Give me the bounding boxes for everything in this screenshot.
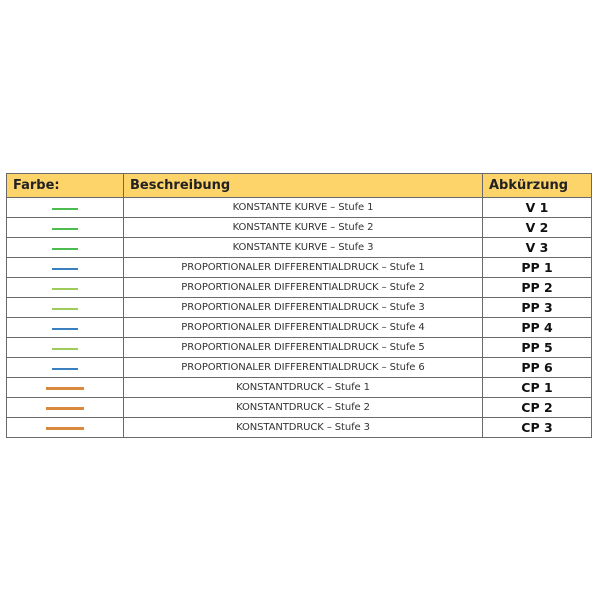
color-line-swatch [46, 407, 84, 410]
table-row: PROPORTIONALER DIFFERENTIALDRUCK – Stufe… [6, 357, 592, 378]
color-line-swatch [52, 247, 78, 250]
table-row: PROPORTIONALER DIFFERENTIALDRUCK – Stufe… [6, 277, 592, 298]
description-cell: PROPORTIONALER DIFFERENTIALDRUCK – Stufe… [123, 317, 483, 338]
color-cell [6, 317, 124, 338]
description-cell: KONSTANTE KURVE – Stufe 3 [123, 237, 483, 258]
color-line-swatch [52, 307, 78, 310]
table-row: PROPORTIONALER DIFFERENTIALDRUCK – Stufe… [6, 257, 592, 278]
color-line-swatch [52, 367, 78, 370]
table-row: PROPORTIONALER DIFFERENTIALDRUCK – Stufe… [6, 317, 592, 338]
abbreviation-cell: PP 4 [482, 317, 592, 338]
table-row: PROPORTIONALER DIFFERENTIALDRUCK – Stufe… [6, 297, 592, 318]
abbreviation-cell: PP 1 [482, 257, 592, 278]
description-cell: PROPORTIONALER DIFFERENTIALDRUCK – Stufe… [123, 357, 483, 378]
header-abbreviation: Abkürzung [482, 173, 592, 198]
color-cell [6, 357, 124, 378]
abbreviation-cell: PP 6 [482, 357, 592, 378]
legend-table: Farbe: Beschreibung Abkürzung KONSTANTE … [6, 173, 592, 438]
color-line-swatch [52, 267, 78, 270]
color-cell [6, 377, 124, 398]
description-cell: PROPORTIONALER DIFFERENTIALDRUCK – Stufe… [123, 257, 483, 278]
description-cell: PROPORTIONALER DIFFERENTIALDRUCK – Stufe… [123, 337, 483, 358]
header-color: Farbe: [6, 173, 124, 198]
color-cell [6, 337, 124, 358]
description-cell: KONSTANTDRUCK – Stufe 1 [123, 377, 483, 398]
abbreviation-cell: PP 3 [482, 297, 592, 318]
description-cell: KONSTANTDRUCK – Stufe 2 [123, 397, 483, 418]
abbreviation-cell: CP 2 [482, 397, 592, 418]
abbreviation-cell: CP 3 [482, 417, 592, 438]
table-row: KONSTANTDRUCK – Stufe 1 CP 1 [6, 377, 592, 398]
description-cell: KONSTANTDRUCK – Stufe 3 [123, 417, 483, 438]
description-cell: KONSTANTE KURVE – Stufe 2 [123, 217, 483, 238]
color-cell [6, 277, 124, 298]
color-line-swatch [46, 387, 84, 390]
color-cell [6, 217, 124, 238]
header-description: Beschreibung [123, 173, 483, 198]
color-line-swatch [46, 427, 84, 430]
color-cell [6, 297, 124, 318]
description-cell: KONSTANTE KURVE – Stufe 1 [123, 197, 483, 218]
description-cell: PROPORTIONALER DIFFERENTIALDRUCK – Stufe… [123, 297, 483, 318]
abbreviation-cell: V 3 [482, 237, 592, 258]
abbreviation-cell: CP 1 [482, 377, 592, 398]
abbreviation-cell: PP 5 [482, 337, 592, 358]
table-row: KONSTANTDRUCK – Stufe 2 CP 2 [6, 397, 592, 418]
color-cell [6, 397, 124, 418]
color-cell [6, 197, 124, 218]
color-line-swatch [52, 347, 78, 350]
color-cell [6, 237, 124, 258]
table-row: PROPORTIONALER DIFFERENTIALDRUCK – Stufe… [6, 337, 592, 358]
color-cell [6, 417, 124, 438]
abbreviation-cell: V 2 [482, 217, 592, 238]
description-cell: PROPORTIONALER DIFFERENTIALDRUCK – Stufe… [123, 277, 483, 298]
color-line-swatch [52, 327, 78, 330]
table-row: KONSTANTDRUCK – Stufe 3 CP 3 [6, 417, 592, 438]
color-line-swatch [52, 287, 78, 290]
color-cell [6, 257, 124, 278]
color-line-swatch [52, 207, 78, 210]
abbreviation-cell: PP 2 [482, 277, 592, 298]
header-row: Farbe: Beschreibung Abkürzung [6, 173, 592, 198]
abbreviation-cell: V 1 [482, 197, 592, 218]
color-line-swatch [52, 227, 78, 230]
